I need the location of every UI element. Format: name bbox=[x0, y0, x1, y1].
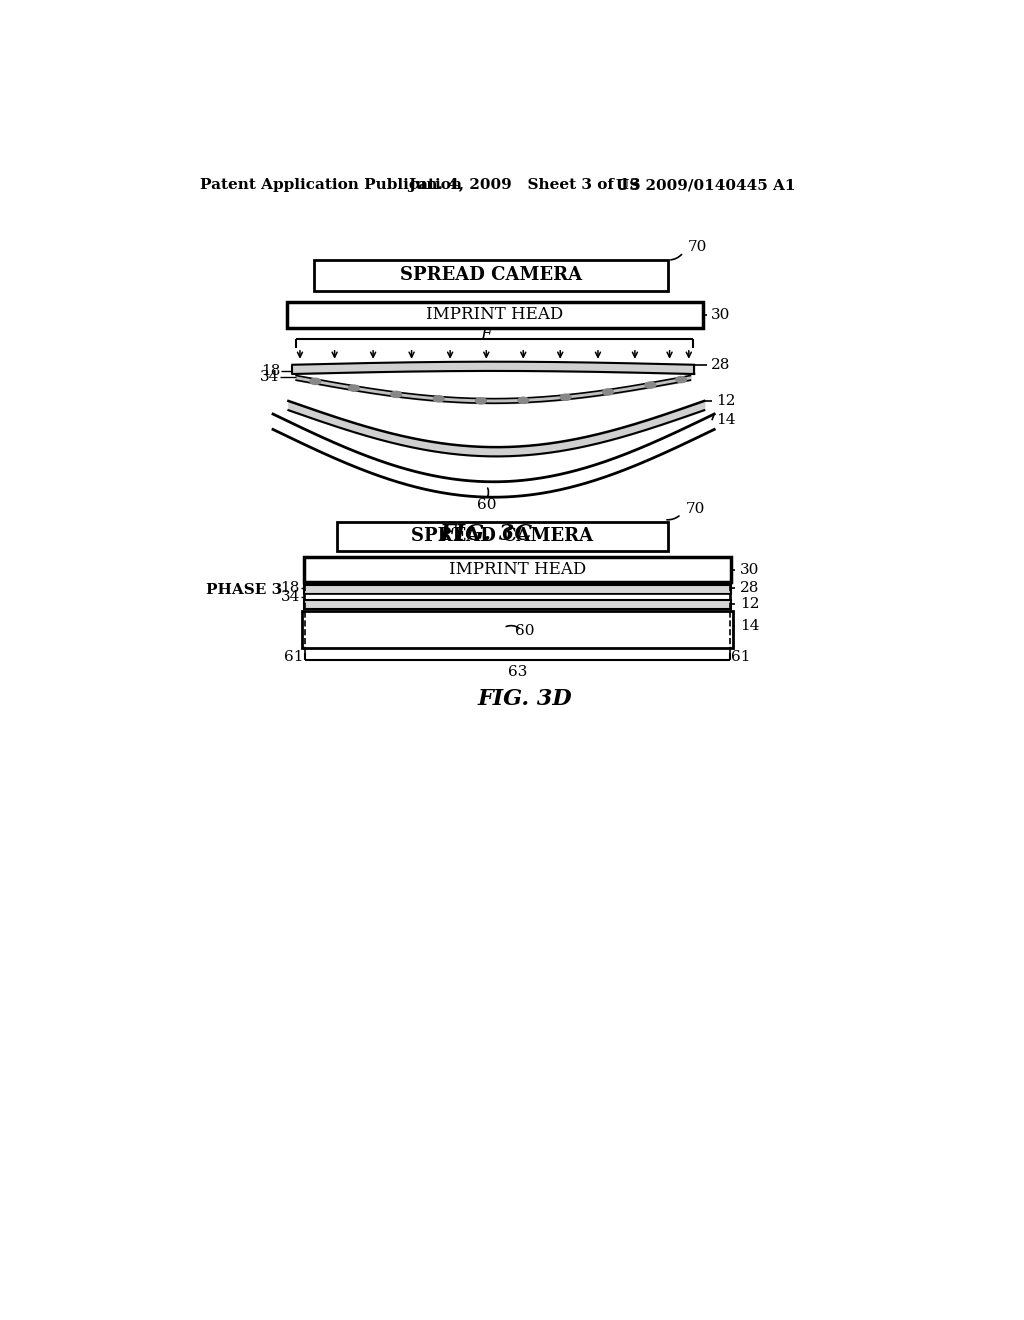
Text: Jun. 4, 2009   Sheet 3 of 13: Jun. 4, 2009 Sheet 3 of 13 bbox=[408, 178, 640, 193]
Text: Patent Application Publication: Patent Application Publication bbox=[200, 178, 462, 193]
Text: 70: 70 bbox=[688, 240, 708, 253]
Text: 12: 12 bbox=[717, 393, 736, 408]
Text: 30: 30 bbox=[739, 562, 759, 577]
Text: 14: 14 bbox=[739, 619, 759, 634]
Bar bbox=[304, 594, 731, 599]
Text: 12: 12 bbox=[739, 597, 759, 611]
Ellipse shape bbox=[348, 385, 359, 391]
Text: 61: 61 bbox=[285, 649, 304, 664]
Text: PHASE 3: PHASE 3 bbox=[207, 582, 283, 597]
Text: IMPRINT HEAD: IMPRINT HEAD bbox=[449, 561, 586, 578]
Ellipse shape bbox=[560, 395, 571, 400]
Bar bbox=[304, 599, 731, 609]
Text: 18: 18 bbox=[281, 581, 300, 595]
Ellipse shape bbox=[433, 396, 444, 401]
Bar bbox=[304, 557, 731, 582]
Text: 28: 28 bbox=[739, 581, 759, 595]
Ellipse shape bbox=[310, 379, 321, 384]
Ellipse shape bbox=[475, 397, 486, 404]
Text: 30: 30 bbox=[711, 308, 730, 322]
Bar bbox=[287, 302, 702, 327]
Ellipse shape bbox=[391, 391, 401, 397]
Ellipse shape bbox=[518, 397, 528, 404]
Ellipse shape bbox=[645, 381, 655, 388]
Bar bbox=[313, 260, 668, 290]
Ellipse shape bbox=[676, 376, 686, 383]
Ellipse shape bbox=[602, 389, 613, 395]
Text: 60: 60 bbox=[476, 498, 496, 512]
Bar bbox=[337, 521, 668, 552]
Text: 34: 34 bbox=[281, 590, 300, 605]
Text: 14: 14 bbox=[717, 413, 736, 428]
Text: 28: 28 bbox=[711, 358, 730, 372]
Text: 63: 63 bbox=[508, 665, 527, 678]
Bar bbox=[301, 611, 733, 648]
Text: FIG. 3C: FIG. 3C bbox=[439, 523, 532, 545]
Text: 18: 18 bbox=[261, 364, 281, 378]
Text: FIG. 3D: FIG. 3D bbox=[477, 688, 572, 710]
Text: 70: 70 bbox=[686, 502, 706, 516]
Text: IMPRINT HEAD: IMPRINT HEAD bbox=[426, 306, 563, 323]
Text: 60: 60 bbox=[515, 624, 535, 639]
Text: F: F bbox=[480, 326, 493, 343]
Text: 34: 34 bbox=[260, 370, 280, 384]
Text: US 2009/0140445 A1: US 2009/0140445 A1 bbox=[615, 178, 796, 193]
Text: SPREAD CAMERA: SPREAD CAMERA bbox=[412, 528, 594, 545]
Bar bbox=[304, 585, 731, 594]
Text: SPREAD CAMERA: SPREAD CAMERA bbox=[399, 267, 582, 284]
Text: 61: 61 bbox=[731, 649, 751, 664]
